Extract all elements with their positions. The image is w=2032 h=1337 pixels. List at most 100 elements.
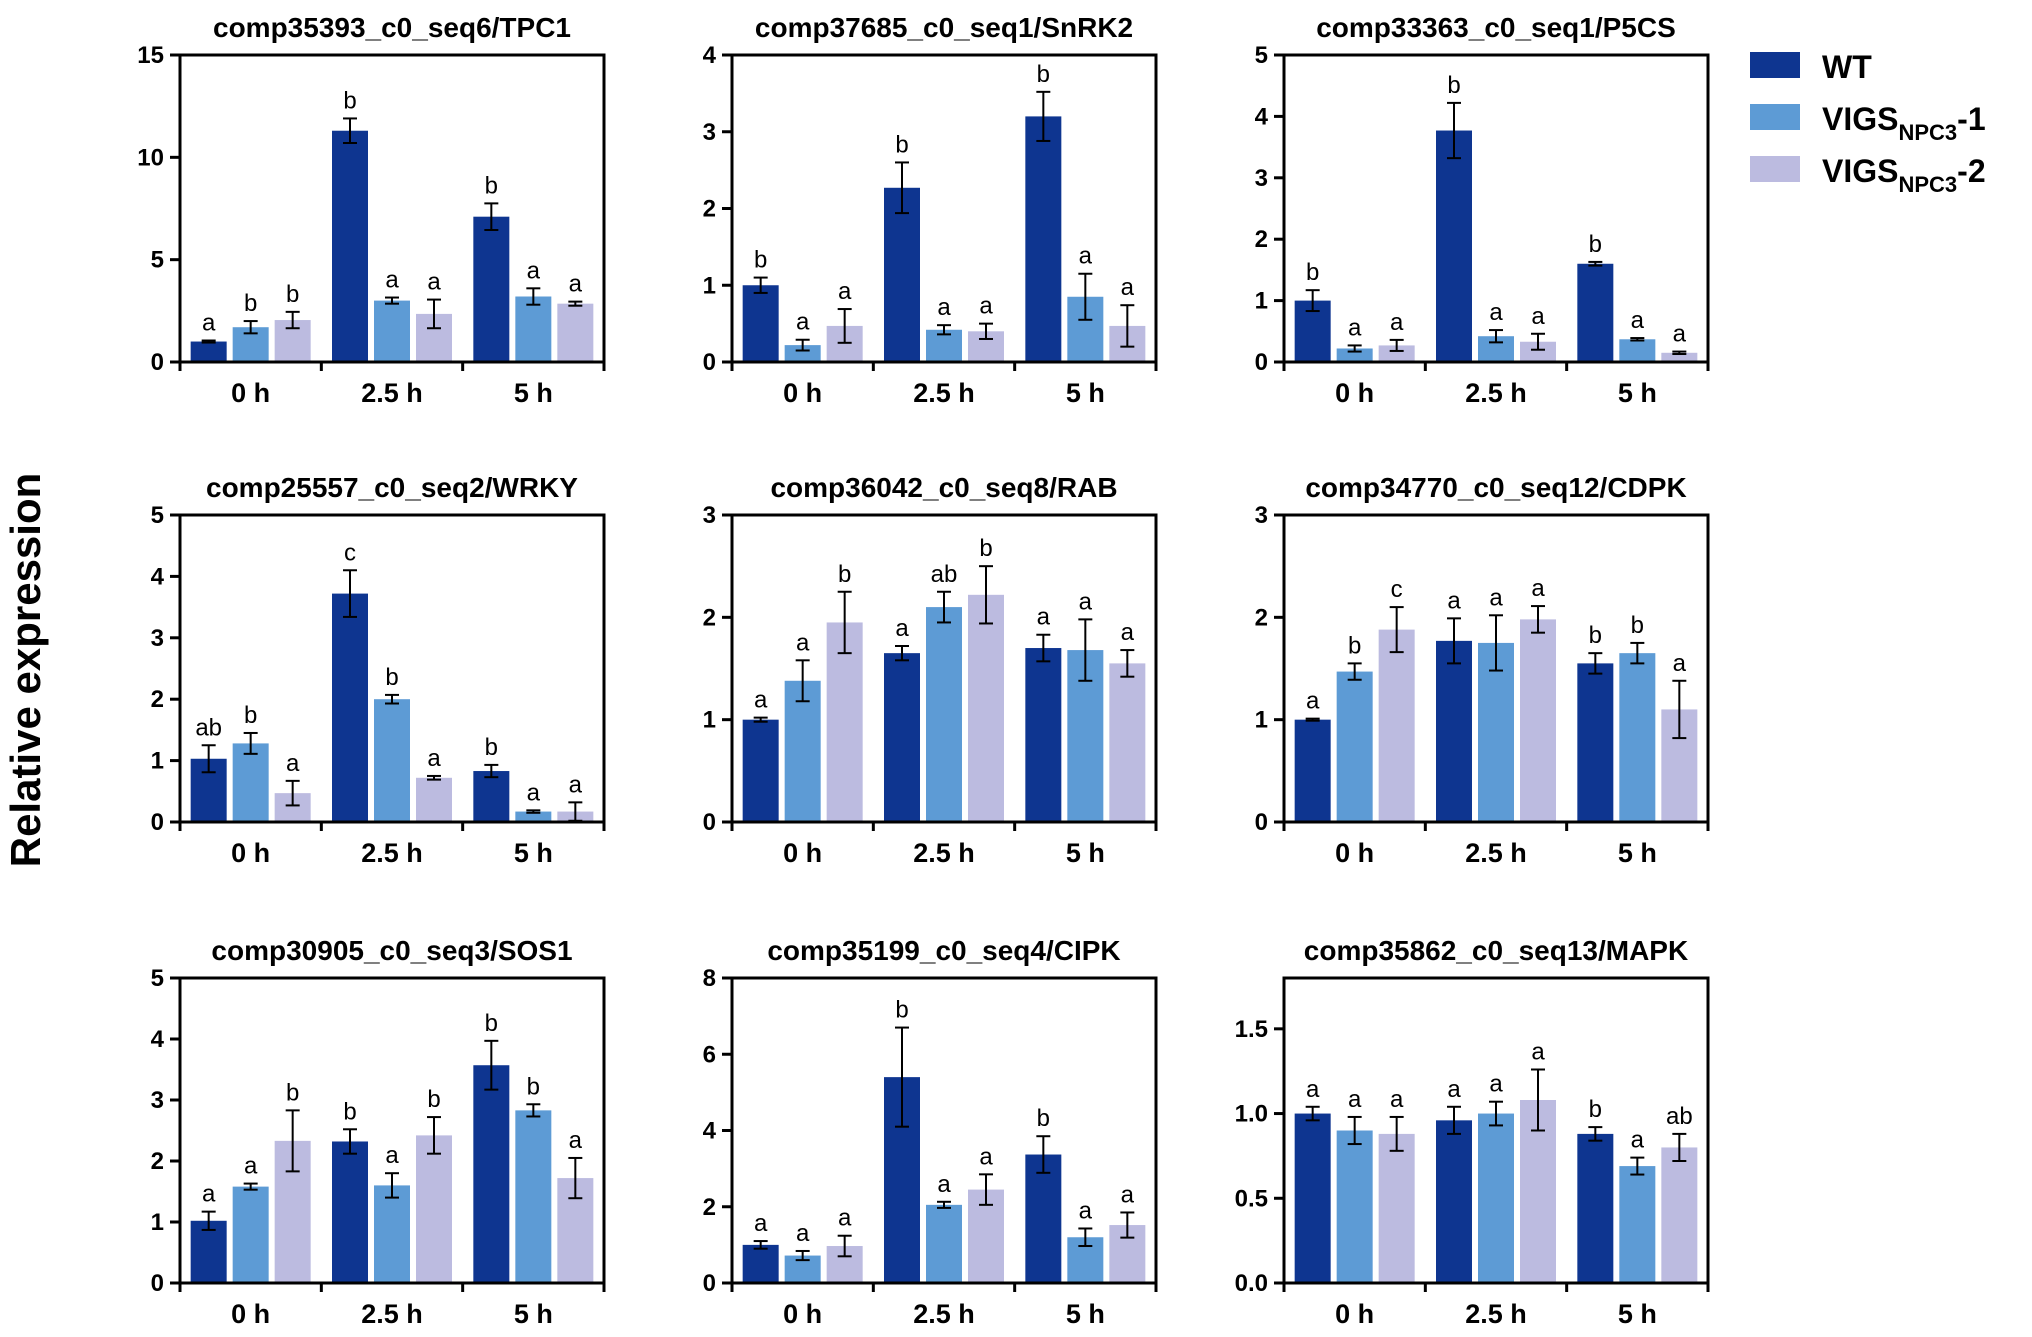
bar-vigs-npc3-1-5-h xyxy=(1619,339,1656,362)
significance-letter: a xyxy=(1531,1039,1545,1066)
significance-letter: b xyxy=(427,1086,440,1113)
x-tick-label: 5 h xyxy=(1618,838,1657,868)
error-bar xyxy=(979,322,993,340)
error-bar xyxy=(1120,1211,1135,1239)
significance-letter: a xyxy=(569,271,583,298)
significance-letter: b xyxy=(1447,72,1460,99)
bar-wt-2-5-h xyxy=(332,1141,368,1283)
x-tick-label: 2.5 h xyxy=(1465,838,1527,868)
panel-title: comp37685_c0_seq1/SnRK2 xyxy=(755,12,1133,43)
error-bar xyxy=(385,296,399,305)
y-tick-label: 1 xyxy=(151,748,164,775)
bar-wt-5-h xyxy=(1025,116,1062,363)
bar-vigs-npc3-1-2-5-h xyxy=(926,1204,962,1283)
bar-vigs-npc3-1-2-5-h xyxy=(926,607,962,822)
panel-title: comp36042_c0_seq8/RAB xyxy=(770,472,1117,503)
significance-letter: a xyxy=(1121,1181,1135,1208)
significance-letter: a xyxy=(1489,584,1503,611)
error-bar xyxy=(1447,1105,1461,1135)
error-bar xyxy=(1672,350,1687,356)
significance-letter: a xyxy=(1037,604,1051,631)
y-tick-label: 5 xyxy=(151,247,164,274)
error-bar xyxy=(1672,679,1687,740)
significance-letter: a xyxy=(286,750,300,777)
x-tick-label: 5 h xyxy=(514,1299,553,1329)
significance-letter: a xyxy=(244,1153,258,1180)
y-tick-label: 1 xyxy=(151,1209,164,1236)
bar-wt-0-h xyxy=(742,285,779,362)
bar-vigs-npc3-1-0-h xyxy=(784,680,821,822)
error-bar xyxy=(937,1200,951,1209)
error-bar xyxy=(1347,662,1362,681)
significance-letter: a xyxy=(1306,1076,1320,1103)
legend-label: VIGSNPC3-1 xyxy=(1822,101,1986,145)
bar-vigs-npc3-1-5-h xyxy=(1619,1166,1656,1283)
bar-vigs-npc3-1-0-h xyxy=(1336,671,1373,822)
bar-vigs-npc3-2-2-5-h xyxy=(968,594,1004,822)
error-bar xyxy=(526,287,541,306)
error-bar xyxy=(979,565,993,625)
plot-frame xyxy=(178,976,606,1285)
significance-letter: a xyxy=(796,309,810,336)
significance-letter: b xyxy=(838,561,851,588)
y-tick-label: 2 xyxy=(703,604,716,631)
significance-letter: b xyxy=(485,172,498,199)
bar-wt-0-h xyxy=(190,1220,227,1283)
y-tick-label: 4 xyxy=(1255,103,1269,130)
bar-wt-5-h xyxy=(473,216,510,362)
error-bar xyxy=(1305,289,1320,313)
significance-letter: a xyxy=(202,310,216,337)
x-tick-label: 5 h xyxy=(1066,838,1105,868)
significance-letter: a xyxy=(754,1210,768,1237)
significance-letter: b xyxy=(1589,231,1602,258)
x-tick-label: 5 h xyxy=(1066,378,1105,408)
significance-letter: b xyxy=(1631,612,1644,639)
bar-vigs-npc3-1-5-h xyxy=(1619,653,1656,822)
y-tick-label: 1 xyxy=(1255,707,1268,734)
panel-title: comp35862_c0_seq13/MAPK xyxy=(1304,935,1688,966)
plot-frame xyxy=(178,53,606,364)
y-tick-label: 10 xyxy=(137,144,164,171)
error-bar xyxy=(343,117,357,145)
x-tick-label: 2.5 h xyxy=(913,838,975,868)
error-bar xyxy=(1305,717,1320,722)
error-bar xyxy=(1630,1156,1645,1176)
x-tick-label: 2.5 h xyxy=(361,838,423,868)
error-bar xyxy=(1489,614,1503,672)
significance-letter: b xyxy=(244,702,257,729)
error-bar xyxy=(427,1116,441,1155)
y-tick-label: 3 xyxy=(1255,502,1268,529)
y-tick-label: 0.0 xyxy=(1235,1270,1268,1297)
y-tick-label: 8 xyxy=(703,965,716,992)
y-tick-label: 6 xyxy=(703,1041,716,1068)
significance-letter: b xyxy=(1589,1096,1602,1123)
bar-wt-5-h xyxy=(1025,648,1062,822)
error-bar xyxy=(1489,1100,1503,1127)
error-bar xyxy=(1036,633,1051,663)
bar-vigs-npc3-1-0-h xyxy=(232,1186,269,1283)
y-tick-label: 1 xyxy=(703,707,716,734)
error-bar xyxy=(937,324,951,336)
bar-wt-5-h xyxy=(1025,1154,1062,1283)
y-tick-label: 0 xyxy=(1255,809,1268,836)
error-bar xyxy=(1531,1068,1545,1132)
x-tick-label: 5 h xyxy=(1066,1299,1105,1329)
y-tick-label: 2 xyxy=(151,1148,164,1175)
significance-letter: a xyxy=(1348,314,1362,341)
significance-letter: a xyxy=(754,687,768,714)
significance-letter: b xyxy=(1037,61,1050,88)
plot-frame xyxy=(1282,976,1710,1285)
significance-letter: b xyxy=(1306,259,1319,286)
significance-letter: a xyxy=(202,1181,216,1208)
significance-letter: a xyxy=(1447,1076,1461,1103)
y-tick-label: 15 xyxy=(137,42,164,69)
error-bar xyxy=(1389,338,1404,352)
error-bar xyxy=(1036,1135,1051,1174)
x-tick-label: 0 h xyxy=(231,378,270,408)
y-tick-label: 5 xyxy=(151,965,164,992)
significance-letter: b xyxy=(385,664,398,691)
